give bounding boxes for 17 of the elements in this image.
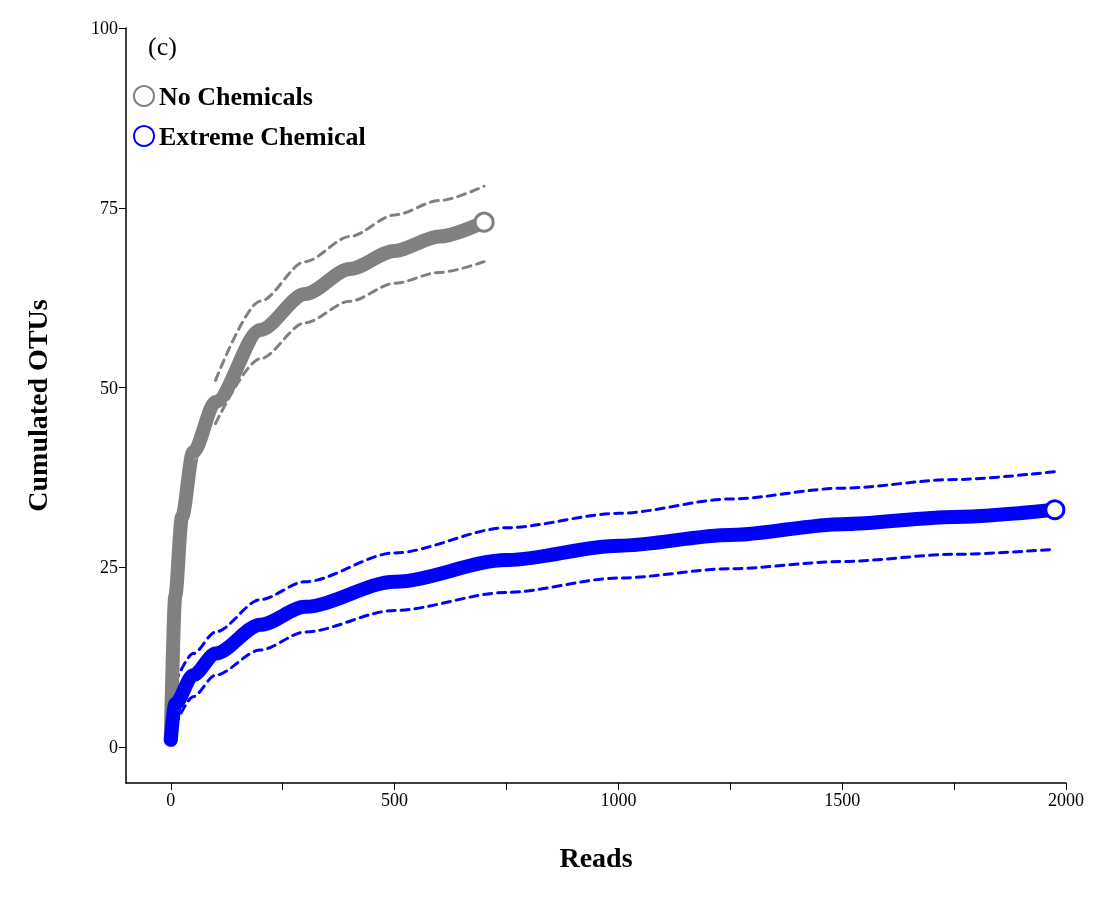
legend-label: Extreme Chemical <box>159 121 366 151</box>
y-tick-label: 50 <box>100 377 118 398</box>
line-series <box>214 260 486 425</box>
y-axis-title: Cumulated OTUs <box>21 299 53 512</box>
line-series <box>214 184 486 382</box>
y-tick-label: 100 <box>91 18 118 38</box>
y-tick-label: 25 <box>100 557 118 578</box>
y-tick-label: 75 <box>100 197 118 218</box>
y-tick-label: 0 <box>109 737 118 758</box>
legend-label: No Chemicals <box>159 81 313 111</box>
x-tick-label: 0 <box>166 790 176 810</box>
x-tick-label: 1500 <box>824 790 861 810</box>
x-tick-label: 1000 <box>600 790 637 810</box>
x-tick-label: 500 <box>381 790 409 810</box>
chart-title: (c) <box>148 31 177 61</box>
x-axis-title: Reads <box>559 841 633 873</box>
x-tick-label: 2000 <box>1048 790 1084 810</box>
